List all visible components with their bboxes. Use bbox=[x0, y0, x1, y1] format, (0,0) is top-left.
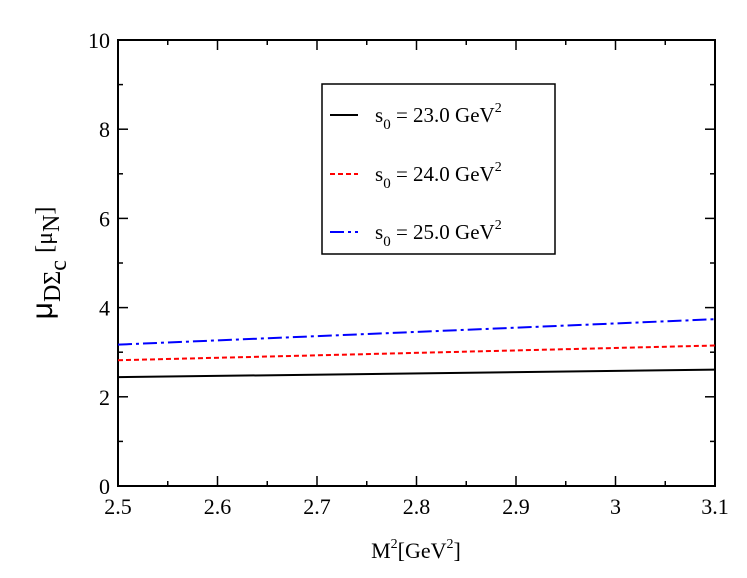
y-axis-title-spacer bbox=[28, 253, 58, 260]
legend-entry-s0-24-sub: 0 bbox=[383, 176, 391, 192]
x-tick-label: 2.9 bbox=[502, 494, 530, 519]
series-line-0 bbox=[117, 368, 716, 379]
y-axis-title: μDΣc [μN] bbox=[26, 207, 72, 320]
legend-box bbox=[321, 83, 556, 255]
y-tick-label: 8 bbox=[99, 117, 110, 142]
legend-entry-s0-25: s0 = 25.0 GeV2 bbox=[375, 218, 502, 250]
legend-entry-s0-23: s0 = 23.0 GeV2 bbox=[375, 101, 502, 133]
x-tick-label: 2.8 bbox=[403, 494, 431, 519]
x-axis-title: M2[GeV2] bbox=[371, 537, 461, 563]
x-axis-title-unit-close: ] bbox=[454, 538, 461, 563]
y-axis-title-unit-close: ] bbox=[32, 207, 58, 215]
y-tick-label: 2 bbox=[99, 385, 110, 410]
series-line-1 bbox=[117, 344, 716, 362]
series-line-2 bbox=[117, 318, 716, 346]
x-tick-label: 2.6 bbox=[204, 494, 232, 519]
x-tick-label: 3 bbox=[610, 494, 621, 519]
series-lines bbox=[117, 318, 716, 379]
x-axis-title-unit-sup: 2 bbox=[447, 537, 454, 552]
legend-entry-s0-23-sub: 0 bbox=[383, 117, 391, 133]
legend-entry-s0-25-s: s bbox=[375, 220, 383, 244]
legend-entry-s0-24-sup: 2 bbox=[495, 160, 502, 175]
legend-entry-s0-23-s: s bbox=[375, 103, 383, 127]
y-axis-title-subsub: c bbox=[46, 260, 72, 271]
legend-entry-s0-23-sup: 2 bbox=[495, 101, 502, 116]
x-axis-title-sup: 2 bbox=[391, 537, 398, 552]
legend-entry-s0-23-text: = 23.0 GeV bbox=[391, 103, 495, 127]
y-axis-title-mu: μ bbox=[26, 302, 59, 319]
y-tick-label: 4 bbox=[99, 296, 110, 321]
x-axis-title-unit-open: [GeV bbox=[398, 538, 447, 563]
legend: s0 = 23.0 GeV2 s0 = 24.0 GeV2 s0 = 25.0 … bbox=[321, 83, 556, 255]
legend-entry-s0-25-sub: 0 bbox=[383, 234, 391, 250]
legend-entry-s0-24-text: = 24.0 GeV bbox=[391, 162, 495, 186]
y-axis-title-sub: DΣ bbox=[40, 271, 66, 302]
legend-entry-s0-25-text: = 25.0 GeV bbox=[391, 220, 495, 244]
y-tick-label: 10 bbox=[88, 28, 110, 53]
svg-text:μDΣc [μN]: μDΣc [μN] bbox=[26, 207, 72, 320]
axis-ticks: 2.5 2.6 2.7 2.8 2.9 3 3.1 0 2 4 6 8 10 bbox=[88, 28, 729, 519]
y-axis-title-unit-open: [μ bbox=[32, 232, 58, 253]
y-tick-label: 0 bbox=[99, 474, 110, 499]
x-axis-title-base: M bbox=[371, 538, 391, 563]
legend-entry-s0-25-sup: 2 bbox=[495, 218, 502, 233]
y-axis-title-unit-sub: N bbox=[39, 215, 65, 232]
x-tick-label: 3.1 bbox=[701, 494, 729, 519]
x-tick-label: 2.7 bbox=[303, 494, 331, 519]
legend-entry-s0-24-s: s bbox=[375, 162, 383, 186]
x-tick-label: 2.5 bbox=[104, 494, 132, 519]
y-tick-label: 6 bbox=[99, 206, 110, 231]
legend-entry-s0-24: s0 = 24.0 GeV2 bbox=[375, 160, 502, 192]
